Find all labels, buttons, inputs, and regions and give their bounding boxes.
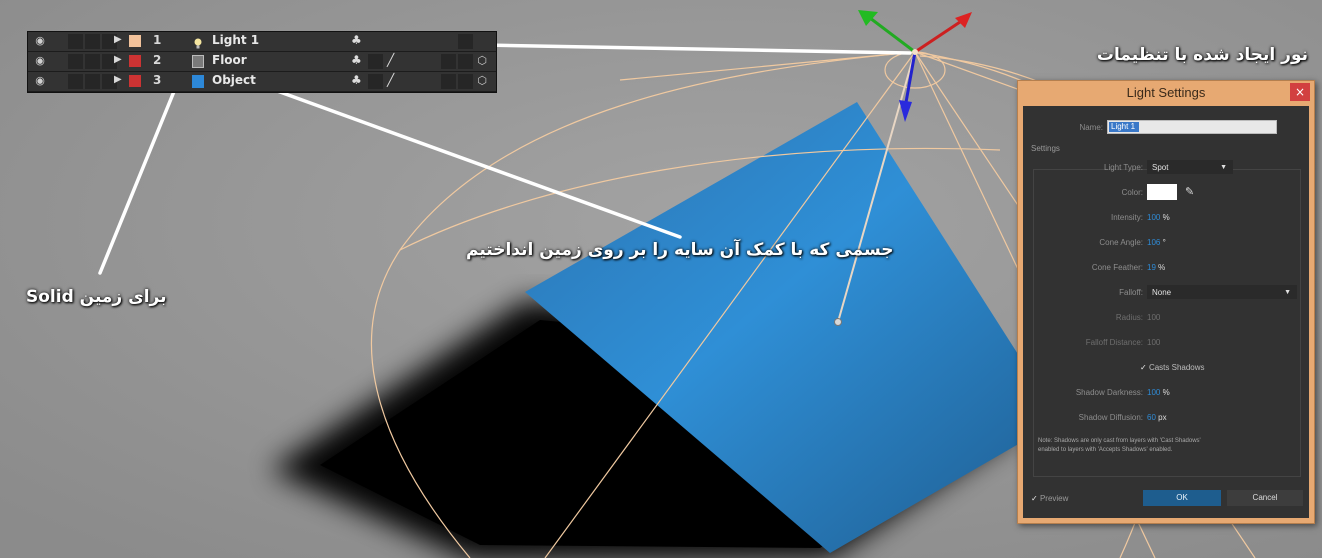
radius-label: Radius: — [1115, 313, 1143, 322]
layer-number: 2 — [153, 53, 162, 67]
preview-checkbox[interactable]: ✓ Preview — [1031, 494, 1069, 503]
timeline-layers-panel: ◉ ▶ 1 Light 1 ♣ ◉ ▶ 2 Floor ♣ — [27, 31, 497, 93]
shadow-note-line2: enabled to layers with 'Accepts Shadows'… — [1038, 447, 1173, 453]
axis-gizmo[interactable] — [858, 10, 972, 122]
cone-angle-field[interactable]: 106 ° — [1147, 238, 1166, 247]
floor-plane — [525, 102, 1060, 553]
solo-toggle[interactable] — [85, 34, 100, 49]
light-type-value: Spot — [1152, 163, 1169, 172]
solid-swatch-icon — [192, 75, 204, 88]
3d-cube-icon[interactable]: ⬡ — [477, 54, 487, 67]
layer-name[interactable]: Object — [212, 73, 256, 87]
quality-slash-icon[interactable]: ╱ — [387, 73, 395, 87]
radius-value: 100 — [1147, 313, 1161, 322]
adjustment-switch[interactable] — [458, 54, 473, 69]
falloff-value: None — [1152, 288, 1172, 297]
quality-switch[interactable] — [368, 54, 383, 69]
color-swatch[interactable] — [1147, 184, 1177, 200]
solid-swatch-icon — [192, 55, 204, 68]
cancel-button[interactable]: Cancel — [1227, 490, 1303, 506]
shy-switch-icon[interactable]: ♣ — [351, 33, 362, 47]
checkmark-icon: ✓ — [1140, 363, 1147, 372]
cone-angle-label: Cone Angle: — [1099, 238, 1143, 247]
annotation-light-created: نور ایجاد شده با تنظیمات — [1096, 45, 1308, 65]
quality-switch[interactable] — [368, 74, 383, 89]
adjustment-switch[interactable] — [458, 74, 473, 89]
shadow-diffusion-field[interactable]: 60 px — [1147, 413, 1167, 422]
shadow-note-line1: Note: Shadows are only cast from layers … — [1038, 438, 1201, 444]
intensity-field[interactable]: 100 % — [1147, 213, 1170, 222]
layer-number: 3 — [153, 73, 162, 87]
3d-switch[interactable] — [458, 34, 473, 49]
bulb-icon — [192, 35, 204, 49]
annotation-solid-floor: Solid برای زمین — [26, 287, 167, 307]
dialog-body: Name: Light 1 Settings Light Type: Spot … — [1023, 106, 1309, 518]
audio-toggle[interactable] — [68, 74, 83, 89]
solo-toggle[interactable] — [85, 54, 100, 69]
falloff-label: Falloff: — [1119, 288, 1143, 297]
color-label: Color: — [1121, 188, 1143, 197]
lock-toggle[interactable] — [102, 34, 117, 49]
ok-button[interactable]: OK — [1143, 490, 1221, 506]
expand-triangle-icon[interactable]: ▶ — [114, 74, 122, 85]
visibility-eye-icon[interactable]: ◉ — [35, 34, 45, 47]
motion-blur-switch[interactable] — [441, 54, 456, 69]
close-icon[interactable]: × — [1290, 83, 1310, 101]
annotation-object-shadow: جسمی که با کمک آن سایه را بر روی زمین ان… — [466, 240, 894, 260]
shadow-darkness-label: Shadow Darkness: — [1075, 388, 1143, 397]
label-color-swatch[interactable] — [129, 35, 141, 47]
shadow-diffusion-label: Shadow Diffusion: — [1078, 413, 1143, 422]
layer-name[interactable]: Light 1 — [212, 33, 260, 47]
lock-toggle[interactable] — [102, 74, 117, 89]
shy-switch-icon[interactable]: ♣ — [351, 73, 362, 87]
label-color-swatch[interactable] — [129, 75, 141, 87]
chevron-down-icon: ▼ — [1220, 164, 1227, 171]
motion-blur-switch[interactable] — [441, 74, 456, 89]
visibility-eye-icon[interactable]: ◉ — [35, 74, 45, 87]
cone-feather-label: Cone Feather: — [1091, 263, 1143, 272]
shy-switch-icon[interactable]: ♣ — [351, 53, 362, 67]
casts-shadows-checkbox[interactable]: ✓ Casts Shadows — [1140, 363, 1205, 372]
light-type-label: Light Type: — [1104, 163, 1143, 172]
falloff-dropdown[interactable]: None ▼ — [1147, 285, 1297, 299]
light-settings-dialog: Light Settings × Name: Light 1 Settings … — [1017, 80, 1315, 524]
intensity-label: Intensity: — [1110, 213, 1143, 222]
name-label: Name: — [1079, 123, 1103, 132]
shadow-darkness-field[interactable]: 100 % — [1147, 388, 1170, 397]
layer-name[interactable]: Floor — [212, 53, 247, 67]
layer-row[interactable]: ◉ ▶ 3 Object ♣ ╱ ⬡ — [28, 72, 496, 92]
name-selection — [1109, 122, 1139, 132]
solo-toggle[interactable] — [85, 74, 100, 89]
dialog-title: Light Settings — [1126, 85, 1206, 100]
settings-group-label: Settings — [1031, 144, 1060, 153]
label-color-swatch[interactable] — [129, 55, 141, 67]
light-type-dropdown[interactable]: Spot ▼ — [1147, 160, 1233, 174]
audio-toggle[interactable] — [68, 54, 83, 69]
cone-feather-field[interactable]: 19 % — [1147, 263, 1166, 272]
checkmark-icon: ✓ — [1031, 494, 1038, 503]
lock-toggle[interactable] — [102, 54, 117, 69]
name-value-text: Light 1 — [1111, 122, 1136, 131]
visibility-eye-icon[interactable]: ◉ — [35, 54, 45, 67]
falloff-distance-label: Falloff Distance: — [1085, 338, 1143, 347]
light-target-point[interactable] — [834, 318, 842, 326]
layer-row[interactable]: ◉ ▶ 1 Light 1 ♣ — [28, 32, 496, 52]
expand-triangle-icon[interactable]: ▶ — [114, 54, 122, 65]
chevron-down-icon: ▼ — [1284, 289, 1291, 296]
layer-row[interactable]: ◉ ▶ 2 Floor ♣ ╱ ⬡ — [28, 52, 496, 72]
audio-toggle[interactable] — [68, 34, 83, 49]
layer-number: 1 — [153, 33, 162, 47]
name-field[interactable] — [1107, 120, 1277, 134]
expand-triangle-icon[interactable]: ▶ — [114, 34, 122, 45]
quality-slash-icon[interactable]: ╱ — [387, 53, 395, 67]
eyedropper-icon[interactable]: ✎ — [1185, 185, 1195, 198]
3d-cube-icon[interactable]: ⬡ — [477, 74, 487, 87]
falloff-distance-value: 100 — [1147, 338, 1161, 347]
